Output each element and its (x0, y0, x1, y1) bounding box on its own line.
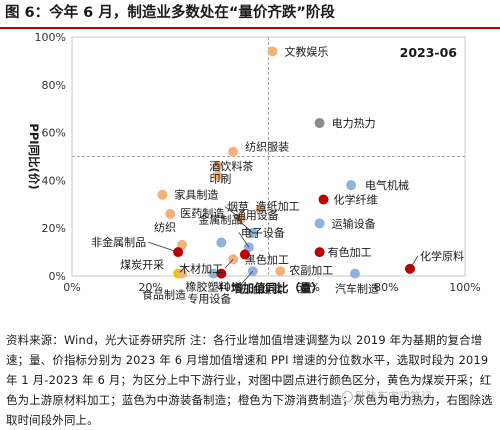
point-label: 黑色加工 (245, 252, 289, 266)
x-tick-label: 60% (296, 281, 320, 294)
scatter-point (212, 170, 223, 181)
point-label: 纺织服装 (245, 140, 289, 154)
y-axis-title: PPI同比(价) (27, 123, 41, 189)
point-label: 酒饮料茶 (209, 159, 253, 173)
axes-layer: 0% 20% 40% 60% 80% 100% 0% 20% 40% 60% 80% 100% 增加值同… (27, 31, 481, 295)
point-label: 橡胶塑料 (185, 280, 229, 294)
scatter-point (314, 218, 325, 229)
scatter-point (212, 161, 223, 172)
point-label: 运输设备 (332, 216, 376, 230)
x-tick-label: 100% (449, 281, 480, 294)
watermark-icon (342, 391, 353, 402)
point-label: 家具制造 (174, 188, 218, 202)
leader-line (238, 232, 250, 248)
leader-line (147, 241, 179, 253)
point-label: 木材加工 (179, 261, 223, 275)
scatter-point (349, 268, 360, 279)
leader-line (224, 259, 234, 269)
scatter-point (318, 194, 329, 205)
scatter-point (267, 46, 278, 57)
y-tick-label: 100% (35, 31, 66, 44)
x-tick-label: 20% (138, 281, 162, 294)
x-axis-title: 增加值同比（量） (231, 281, 323, 295)
point-label: 电子设备 (241, 225, 285, 239)
point-label: 电气机械 (365, 178, 409, 192)
scatter-point (255, 204, 266, 215)
leader-line (232, 214, 254, 234)
point-label: 农副加工 (289, 263, 333, 277)
scatter-point (275, 266, 286, 277)
reference-lines (72, 37, 465, 276)
scatter-point (346, 180, 357, 191)
leader-line (224, 206, 242, 219)
scatter-point (314, 118, 325, 129)
point-label: 化学原料 (420, 249, 464, 263)
scatter-point (239, 249, 250, 260)
chart-title: 2023-06 (400, 45, 458, 60)
point-label: 文教娱乐 (284, 44, 328, 58)
leader-line (409, 255, 419, 270)
scatter-point (314, 247, 325, 258)
point-label: 有色加工 (328, 245, 372, 259)
scatter-point (404, 263, 415, 274)
point-label: 通用设备 (235, 208, 279, 222)
point-label: 纺织 (154, 220, 176, 234)
figure-title: 图 6：今年 6 月，制造业多数处在“量价齐跌”阶段 (5, 5, 335, 21)
point-label: 造纸加工 (256, 199, 300, 213)
point-label: 电力热力 (332, 117, 376, 130)
x-tick-label: 80% (374, 281, 398, 294)
points-layer (157, 46, 415, 279)
scatter-chart: 0% 20% 40% 60% 80% 100% 0% 20% 40% 60% 80% 100% 增加值同… (27, 31, 481, 306)
x-tick-label: 40% (217, 281, 241, 294)
title-underline (0, 27, 500, 29)
point-label: 化学纤维 (334, 193, 378, 207)
point-label: 医药制造 (180, 206, 224, 220)
scatter-point (216, 237, 227, 248)
y-tick-label: 40% (42, 174, 66, 187)
scatter-point (165, 208, 176, 219)
point-label: 煤炭开采 (120, 259, 164, 272)
scatter-point (228, 146, 239, 157)
y-tick-label: 60% (42, 127, 66, 140)
point-label: 食品制造 (142, 288, 186, 302)
footnote: 资料来源：Wind，光大证券研究所 注：各行业增加值增速调整为以 2019 年为… (6, 333, 493, 427)
y-tick-label: 20% (42, 222, 66, 235)
point-label: 印刷 (209, 173, 231, 186)
point-label: 汽车制造 (335, 282, 379, 296)
point-label: 金属制品 (198, 213, 242, 227)
point-label: 专用设备 (187, 292, 231, 306)
y-tick-label: 0% (49, 270, 66, 283)
y-tick-label: 80% (42, 79, 66, 92)
point-label: 非金属制品 (91, 235, 146, 249)
leader-line (236, 270, 254, 290)
point-label: 石油煤炭 (239, 282, 283, 296)
point-label: 烟草 (227, 200, 249, 214)
scatter-point (208, 268, 219, 279)
scatter-point (177, 268, 188, 279)
x-tick-label: 0% (63, 281, 80, 294)
watermark: 卧隆东宏观笔记 (355, 390, 432, 403)
scatter-point (157, 189, 168, 200)
scatter-point (216, 268, 227, 279)
